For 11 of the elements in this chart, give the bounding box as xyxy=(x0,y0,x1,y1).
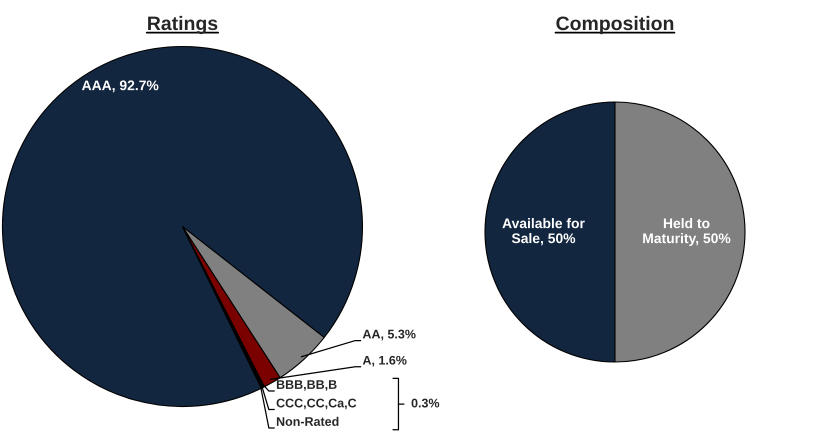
slice-label: AAA, 92.7% xyxy=(82,80,158,92)
chart-title: Ratings xyxy=(148,16,218,34)
slice-label: Non-Rated xyxy=(276,416,338,426)
chart-title: Composition xyxy=(556,16,674,34)
slice-label: AA, 5.3% xyxy=(362,330,416,340)
slice-label: Held to Maturity, 50% xyxy=(643,218,730,246)
slice-label: A, 1.6% xyxy=(362,356,407,366)
slice-label: BBB,BB,B xyxy=(276,380,337,391)
text: 0.3% xyxy=(412,398,440,408)
slice-label: Available for Sale, 50% xyxy=(502,218,585,246)
slice-label: CCC,CC,Ca,C xyxy=(276,398,356,410)
